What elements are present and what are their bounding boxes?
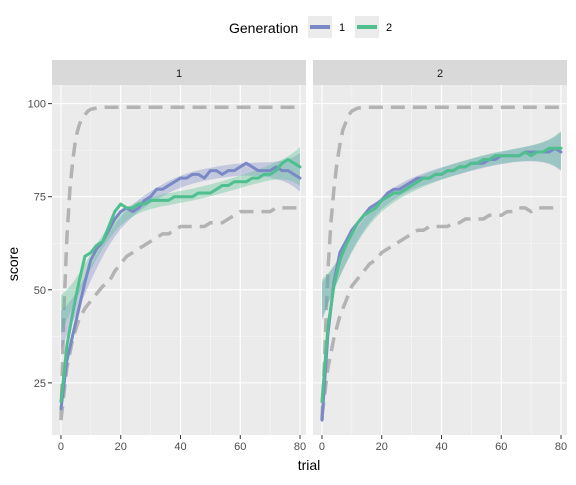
series-line-2 <box>320 146 563 403</box>
x-axis-title: trial <box>298 457 321 473</box>
series-line-2 <box>59 158 302 403</box>
y-tick-label: 25 <box>34 378 46 390</box>
y-tick-label: 50 <box>34 285 46 297</box>
reference-upper-line <box>320 105 561 421</box>
facet-strip-label: 2 <box>437 68 443 80</box>
x-tick-label: 20 <box>115 441 127 453</box>
x-tick-label: 40 <box>174 441 186 453</box>
confidence-band-2 <box>322 131 561 318</box>
facet-panel-2: 20 20 40 60 80 <box>313 60 567 453</box>
x-tick-label: 80 <box>555 441 567 453</box>
facet-strip <box>52 60 306 85</box>
facet-strip-label: 1 <box>176 68 182 80</box>
facet-panel-1: 1 0 20 40 60 80 25 50 75 100 <box>28 60 306 453</box>
x-tick-label: 80 <box>294 441 306 453</box>
gridlines <box>52 85 306 435</box>
x-tick-label: 20 <box>376 441 388 453</box>
panel-background <box>313 85 567 435</box>
gridlines <box>313 85 567 435</box>
reference-lower-line <box>320 206 561 417</box>
x-tick-label: 0 <box>58 441 64 453</box>
y-tick-label: 100 <box>28 99 46 111</box>
confidence-band-1 <box>61 153 300 350</box>
y-axis-title: score <box>5 247 21 281</box>
panel-background <box>52 85 306 435</box>
legend: Generation 1 2 <box>229 16 392 38</box>
facet-strip <box>313 60 567 85</box>
legend-label-1: 1 <box>339 22 345 34</box>
reference-upper-line <box>59 105 300 421</box>
y-tick-label: 75 <box>34 192 46 204</box>
reference-lower-line <box>59 206 300 421</box>
x-tick-label: 40 <box>435 441 447 453</box>
x-tick-label: 60 <box>234 441 246 453</box>
legend-title: Generation <box>229 20 298 36</box>
x-tick-label: 0 <box>319 441 325 453</box>
legend-label-2: 2 <box>386 22 392 34</box>
x-tick-label: 60 <box>495 441 507 453</box>
